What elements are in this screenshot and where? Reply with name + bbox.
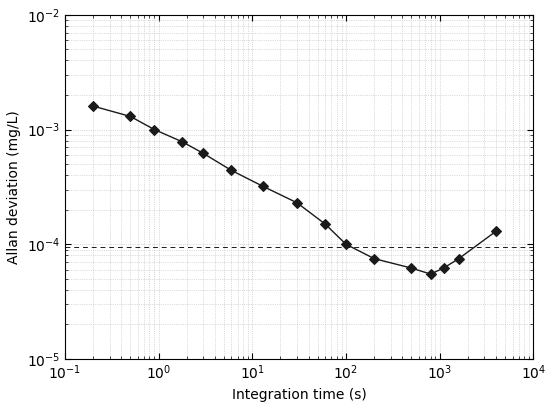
Y-axis label: Allan deviation (mg/L): Allan deviation (mg/L) <box>7 110 21 264</box>
X-axis label: Integration time (s): Integration time (s) <box>232 388 367 402</box>
